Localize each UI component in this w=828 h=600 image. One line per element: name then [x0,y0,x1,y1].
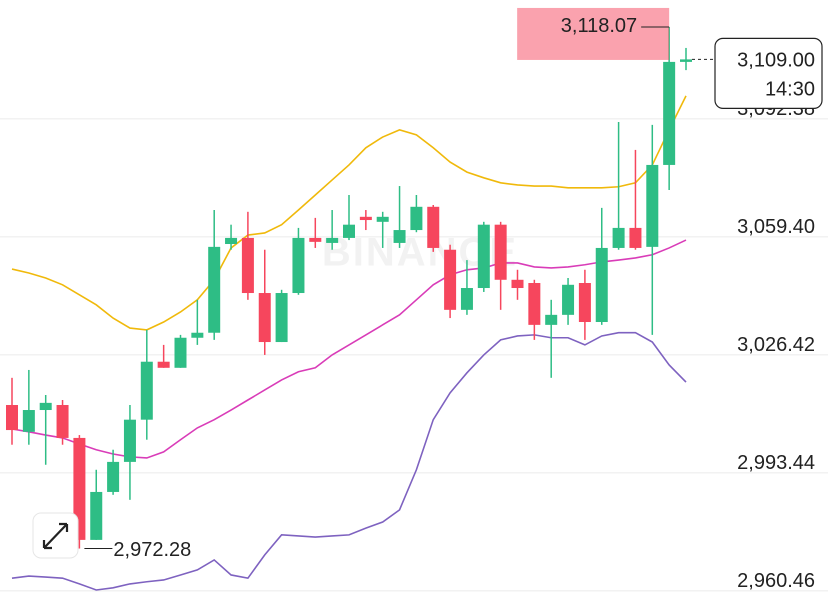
candle-body [494,224,507,280]
candle-body [460,288,473,310]
candle-body [6,405,18,431]
candle-body [140,361,153,420]
candle-body [663,61,676,165]
candle-body [174,337,187,368]
candle-body [309,237,322,242]
candle-body [208,246,221,333]
grid-layer [0,118,828,592]
candle-body [646,164,659,247]
candle-body [275,293,288,343]
current-price-box [714,37,823,109]
y-tick-label: 2,960.46 [737,570,815,592]
candle-body [191,332,204,338]
low-marker-label: 2,972.28 [113,539,191,561]
y-tick-label: 2,993.44 [737,452,815,474]
candle-body [528,283,541,325]
plot-layer [6,26,692,591]
candle-body [39,402,52,411]
candle-body [410,206,423,231]
expand-icon[interactable] [42,522,69,550]
candle-body [545,314,558,325]
candle-body [562,284,575,315]
band-line [11,95,687,331]
current-price-label: 3,109.00 [737,50,815,72]
y-tick-label: 3,059.40 [737,216,815,238]
candle-body [22,410,35,432]
high-marker-bg [517,7,670,60]
expand-button[interactable] [32,512,79,559]
y-tick-label: 3,026.42 [737,334,815,356]
candle-body [477,224,490,289]
candle-body [376,216,389,222]
candle-body [56,405,69,438]
candle-body [123,419,136,462]
candle-body [225,237,238,245]
high-marker-label: 3,118.07 [561,15,637,37]
candle-body [241,237,254,294]
candle-body [90,491,103,540]
current-price-time: 14:30 [765,79,815,101]
candle-body [326,237,339,243]
candle-body [258,293,271,343]
candle-body [427,206,440,248]
candle-body [629,227,642,248]
candle-body [292,237,305,294]
candle-body [107,461,120,492]
candle-body [444,249,457,310]
candle-body [359,216,372,221]
candle-body [595,247,608,323]
candle-body [511,279,524,289]
candle-body [578,283,591,323]
candle-body [157,361,170,368]
candle-body [612,227,625,248]
candle-body [343,224,355,238]
band-line [11,331,687,591]
candle-body [680,59,692,62]
candle-body [73,437,86,540]
candle-body [393,230,406,243]
